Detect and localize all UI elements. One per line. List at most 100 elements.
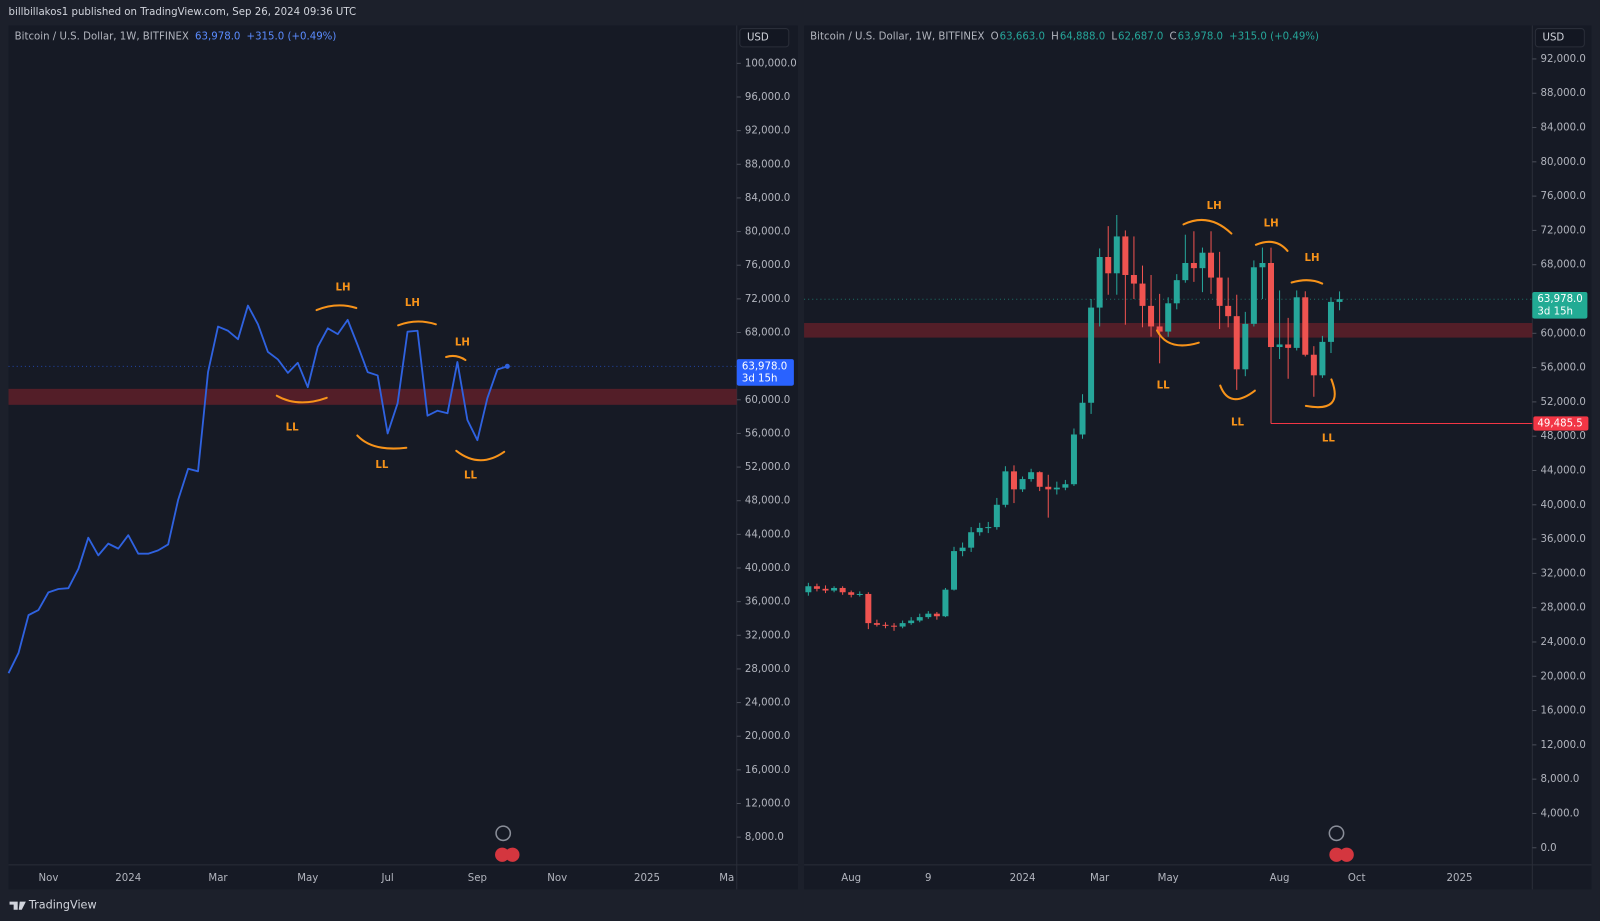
arc	[1304, 378, 1336, 409]
logo	[9, 901, 26, 910]
y-tick-label: 8,000.0	[1540, 774, 1579, 785]
y-tick-label: 96,000.0	[745, 92, 790, 103]
x-tick-label: Mar	[1090, 873, 1110, 884]
y-tick-label: 4,000.0	[1540, 808, 1579, 819]
y-tick-label: 92,000.0	[745, 126, 790, 137]
candle-body	[951, 551, 958, 590]
icon[interactable]	[1328, 825, 1345, 842]
candle-body	[959, 547, 966, 552]
candle-body	[856, 593, 863, 595]
candle-body	[813, 586, 820, 589]
arc	[1290, 279, 1324, 285]
icon[interactable]	[505, 847, 520, 862]
x-tick-label: 2024	[115, 873, 141, 884]
drawings	[275, 218, 1336, 462]
arc	[1182, 218, 1233, 235]
candle-body	[1216, 277, 1223, 306]
candle-body	[848, 592, 855, 595]
arc	[275, 394, 328, 404]
currency: USD	[747, 33, 769, 44]
candle-body	[873, 623, 880, 625]
x-tick-label: Mar	[208, 873, 228, 884]
candle-body	[1088, 307, 1095, 403]
candle-body	[1070, 434, 1077, 485]
candle-body	[976, 527, 983, 533]
candle-body	[1208, 252, 1215, 278]
marker-label: 49,485.5	[1537, 418, 1582, 429]
y-tick-label: 32,000.0	[1540, 568, 1585, 579]
y-tick-label: 44,000.0	[1540, 465, 1585, 476]
zone	[8, 388, 737, 405]
candle-body	[1310, 354, 1317, 376]
candle-body	[1096, 256, 1103, 308]
candle-body	[916, 617, 923, 621]
icon[interactable]	[495, 825, 512, 842]
candle-body	[822, 588, 829, 591]
annotation: LL	[1231, 417, 1244, 428]
candle-body	[1225, 305, 1232, 317]
event-icons	[495, 825, 1354, 862]
candle-body	[1173, 280, 1180, 304]
publish-info: billbillakos1 published on TradingView.c…	[9, 7, 357, 18]
last-price-label: 63,978.0	[1537, 294, 1582, 305]
candle-body	[805, 586, 812, 593]
y-tick-label: 56,000.0	[1540, 363, 1585, 374]
annotation: LH	[1207, 201, 1222, 212]
x-tick-label: 9	[925, 873, 931, 884]
last-price-label: 63,978.0	[742, 361, 787, 372]
y-tick-label: 44,000.0	[745, 529, 790, 540]
left-panel	[8, 25, 798, 890]
y-tick-label: 12,000.0	[745, 799, 790, 810]
x-tick-label: Oct	[1348, 873, 1366, 884]
y-tick-label: 16,000.0	[745, 765, 790, 776]
y-tick-label: 8,000.0	[745, 832, 784, 843]
x-tick-label: 2024	[1010, 873, 1036, 884]
y-tick-label: 20,000.0	[1540, 671, 1585, 682]
y-tick-label: 88,000.0	[745, 159, 790, 170]
annotation: LL	[1322, 434, 1335, 445]
candle-body	[908, 620, 915, 624]
y-tick-label: 20,000.0	[745, 731, 790, 742]
currency: USD	[1543, 33, 1565, 44]
x-tick-label: Nov	[38, 873, 58, 884]
candle-body	[1062, 484, 1069, 488]
y-tick-label: 76,000.0	[745, 260, 790, 271]
legend-text: 63,978.0	[1178, 32, 1223, 43]
last-point	[504, 363, 510, 369]
legend-text: 63,978.0	[195, 32, 240, 43]
y-tick-label: 52,000.0	[1540, 397, 1585, 408]
x-tick-label: 2025	[634, 873, 660, 884]
icon[interactable]	[1329, 847, 1344, 862]
y-tick-label: 28,000.0	[1540, 603, 1585, 614]
candle-body	[1148, 305, 1155, 327]
candle-body	[925, 613, 932, 618]
x-tick-label: Sep	[468, 873, 487, 884]
x-tick-label: May	[297, 873, 318, 884]
candle-body	[1276, 344, 1283, 348]
candle-body	[993, 504, 1000, 528]
candle-body	[1139, 283, 1146, 306]
candle-body	[1233, 316, 1240, 370]
candle-body	[1122, 236, 1129, 276]
y-tick-label: 40,000.0	[745, 563, 790, 574]
y-tick-label: 48,000.0	[1540, 431, 1585, 442]
y-tick-label: 28,000.0	[745, 664, 790, 675]
y-tick-label: 72,000.0	[1540, 225, 1585, 236]
icon[interactable]	[495, 847, 510, 862]
candle-body	[1302, 297, 1309, 355]
candle-body	[933, 613, 940, 617]
y-tick-label: 12,000.0	[1540, 740, 1585, 751]
x-tick-label: 2025	[1447, 873, 1473, 884]
candle-body	[899, 623, 906, 627]
y-tick-label: 84,000.0	[1540, 123, 1585, 134]
currency-box	[1534, 28, 1585, 48]
y-tick-label: 68,000.0	[1540, 260, 1585, 271]
y-tick-label: 36,000.0	[1540, 534, 1585, 545]
legend-text: +315.0 (+0.49%)	[1229, 32, 1319, 43]
y-tick-label: 60,000.0	[1540, 328, 1585, 339]
icon[interactable]	[1339, 847, 1354, 862]
y-tick-label: 88,000.0	[1540, 88, 1585, 99]
price-line	[7, 304, 508, 674]
arc	[315, 304, 358, 312]
